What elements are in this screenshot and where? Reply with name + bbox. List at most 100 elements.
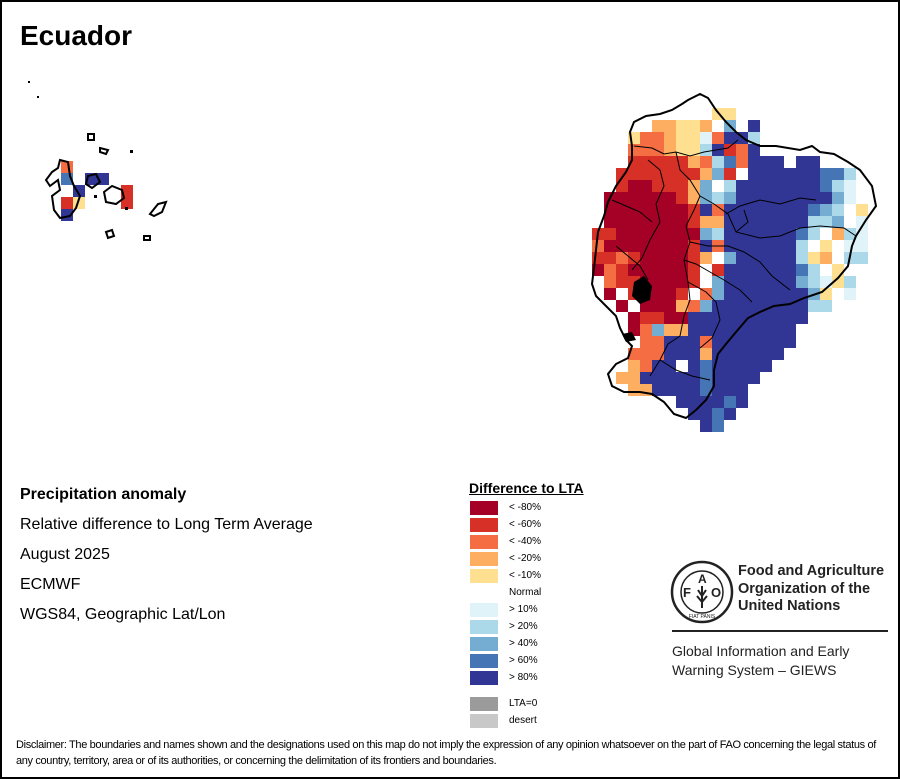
grid-cell	[640, 300, 652, 312]
grid-cell	[832, 204, 844, 216]
grid-cell	[652, 312, 664, 324]
grid-cell	[652, 180, 664, 192]
grid-cell	[724, 312, 736, 324]
grid-cell	[760, 252, 772, 264]
grid-cell	[688, 324, 700, 336]
grid-cell	[712, 300, 724, 312]
grid-cell	[61, 161, 73, 173]
grid-cell	[808, 156, 820, 168]
gulf-islands	[622, 276, 652, 342]
grid-cell	[676, 192, 688, 204]
legend-label: > 60%	[509, 655, 538, 666]
grid-cell	[700, 252, 712, 264]
grid-cell	[628, 204, 640, 216]
grid-cell	[736, 348, 748, 360]
grid-cell	[784, 168, 796, 180]
grid-cell	[688, 264, 700, 276]
legend-item: desert	[469, 713, 584, 730]
grid-cell	[640, 156, 652, 168]
grid-cell	[700, 276, 712, 288]
grid-cell	[700, 168, 712, 180]
grid-cell	[760, 204, 772, 216]
grid-cell	[832, 240, 844, 252]
grid-cell	[724, 144, 736, 156]
organization-name-line: United Nations	[738, 598, 841, 614]
grid-cell	[676, 276, 688, 288]
grid-cell	[796, 204, 808, 216]
grid-cell	[652, 336, 664, 348]
grid-cell	[784, 264, 796, 276]
grid-cell	[760, 288, 772, 300]
grid-cell	[772, 168, 784, 180]
grid-cell	[676, 132, 688, 144]
organization-name-line: Organization of the	[738, 580, 871, 597]
grid-cell	[772, 288, 784, 300]
legend-item: LTA=0	[469, 696, 584, 713]
grid-cell	[664, 312, 676, 324]
grid-cell	[640, 228, 652, 240]
grid-cell	[760, 240, 772, 252]
grid-cell	[676, 384, 688, 396]
legend-label: desert	[509, 715, 537, 726]
grid-cell	[700, 228, 712, 240]
grid-cell	[748, 276, 760, 288]
grid-cell	[700, 204, 712, 216]
grid-cell	[772, 264, 784, 276]
grid-cell	[772, 240, 784, 252]
grid-cell	[616, 228, 628, 240]
legend-label: LTA=0	[509, 698, 538, 709]
grid-cell	[712, 216, 724, 228]
grid-cell	[844, 228, 856, 240]
legend-label: > 10%	[509, 604, 538, 615]
grid-cell	[724, 204, 736, 216]
grid-cell	[676, 120, 688, 132]
grid-cell	[856, 240, 868, 252]
country-outline	[590, 92, 878, 420]
grid-cell	[736, 144, 748, 156]
grid-cell	[808, 192, 820, 204]
legend-label: Normal	[509, 587, 542, 598]
grid-cell	[664, 288, 676, 300]
grid-cell	[724, 384, 736, 396]
grid-cell	[760, 312, 772, 324]
grid-cell	[640, 312, 652, 324]
grid-cell	[712, 312, 724, 324]
grid-cell	[592, 240, 604, 252]
grid-cell	[748, 180, 760, 192]
grid-cell	[712, 420, 724, 432]
grid-cell	[628, 144, 640, 156]
grid-cell	[688, 132, 700, 144]
grid-cell	[628, 252, 640, 264]
grid-cell	[736, 300, 748, 312]
grid-cell	[784, 240, 796, 252]
grid-cell	[856, 204, 868, 216]
grid-cell	[784, 180, 796, 192]
grid-cell	[652, 264, 664, 276]
grid-cell	[628, 372, 640, 384]
grid-cell	[676, 372, 688, 384]
grid-cell	[604, 264, 616, 276]
grid-cell	[844, 216, 856, 228]
grid-cell	[676, 360, 688, 372]
grid-cell	[664, 216, 676, 228]
grid-cell	[760, 216, 772, 228]
grid-cell	[700, 408, 712, 420]
grid-cell	[772, 276, 784, 288]
grid-cell	[640, 336, 652, 348]
grid-cell	[676, 168, 688, 180]
province-boundaries	[611, 139, 857, 381]
grid-cell	[712, 288, 724, 300]
legend-title: Difference to LTA	[469, 480, 584, 496]
grid-cell	[664, 180, 676, 192]
legend-swatch	[470, 654, 498, 668]
grid-cell	[712, 384, 724, 396]
grid-cell	[688, 312, 700, 324]
grid-cell	[664, 252, 676, 264]
grid-cell	[748, 156, 760, 168]
grid-cell	[628, 264, 640, 276]
grid-cell	[688, 228, 700, 240]
grid-cell	[676, 348, 688, 360]
grid-cell	[604, 240, 616, 252]
grid-cell	[604, 216, 616, 228]
